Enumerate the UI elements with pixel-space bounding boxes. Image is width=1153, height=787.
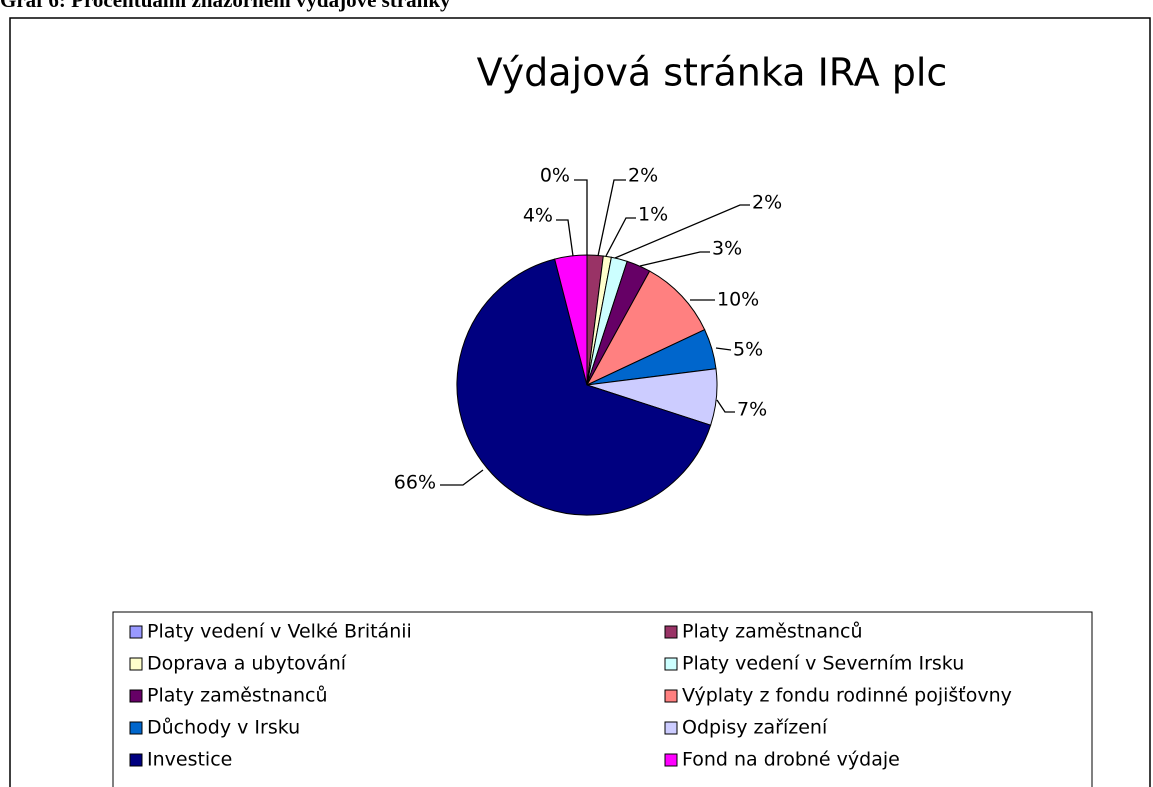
legend-swatch [664, 625, 678, 639]
leader-line [605, 217, 636, 257]
pie-slice [456, 258, 712, 516]
legend-swatch [664, 689, 678, 703]
data-label: 4% [523, 205, 553, 227]
chart-title: Výdajová stránka IRA plc [477, 51, 948, 95]
legend-label: Odpisy zařízení [682, 717, 828, 739]
leader-line [574, 179, 588, 255]
legend-label: Investice [147, 749, 232, 771]
pie-slice [585, 270, 706, 387]
data-label: 66% [394, 472, 436, 494]
legend-swatch [129, 689, 143, 703]
legend-label: Platy vedení v Velké Británii [147, 621, 412, 643]
legend-label: Fond na drobné výdaje [682, 749, 900, 771]
data-label: 1% [638, 204, 668, 226]
data-label: 5% [733, 339, 763, 361]
leader-line [716, 399, 735, 413]
caption: Graf 6: Procentuální znázornění výdajové… [0, 0, 451, 12]
pie-slice [554, 254, 588, 386]
leader-line [614, 204, 750, 259]
data-label: 0% [540, 165, 570, 187]
legend-swatch [129, 657, 143, 671]
data-label: 10% [717, 289, 759, 311]
legend-swatch [129, 721, 143, 735]
leader-line [440, 469, 484, 486]
legend-label: Důchody v Irsku [147, 717, 300, 739]
legend-label: Platy zaměstnanců [147, 685, 328, 707]
leader-line [597, 179, 626, 257]
legend-label: Platy vedení v Severním Irsku [682, 653, 964, 675]
data-label: 3% [712, 238, 742, 260]
legend-swatch [129, 753, 143, 767]
data-label: 2% [628, 165, 658, 187]
data-label: 2% [752, 192, 782, 214]
legend-label: Doprava a ubytování [147, 653, 347, 675]
legend-swatch [129, 625, 143, 639]
legend-label: Výplaty z fondu rodinné pojišťovny [682, 685, 1012, 707]
data-label: 7% [737, 399, 767, 421]
legend-box [112, 611, 1093, 787]
leader-line [715, 347, 732, 351]
leader-line [639, 251, 710, 267]
legend-swatch [664, 753, 678, 767]
legend-swatch [664, 657, 678, 671]
legend-swatch [664, 721, 678, 735]
legend-label: Platy zaměstnanců [682, 621, 863, 643]
leader-line [556, 219, 574, 257]
